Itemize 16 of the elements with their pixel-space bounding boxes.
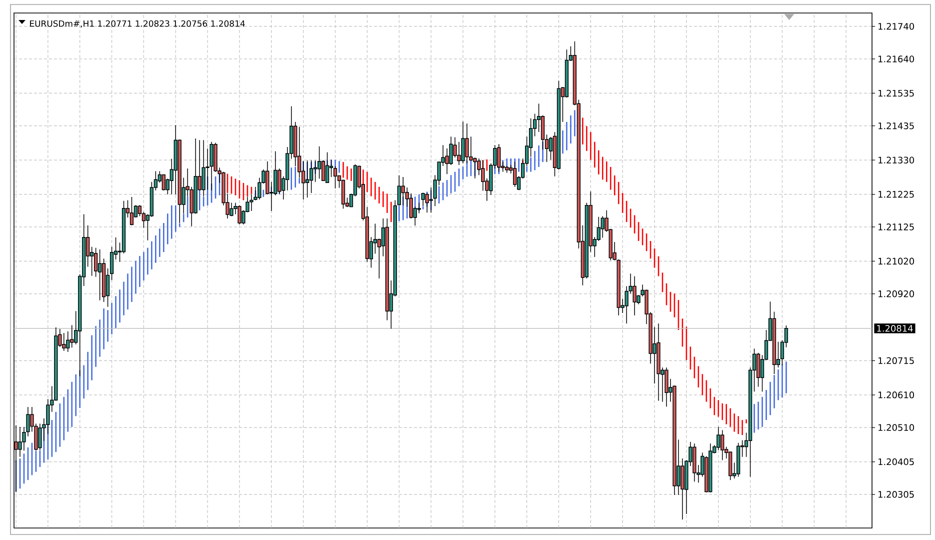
y-tick-label: 1.20920: [878, 290, 914, 298]
y-tick-label: 1.20610: [878, 392, 914, 398]
y-tick-label: 1.20405: [878, 458, 914, 466]
y-tick-label: 1.21435: [878, 122, 914, 130]
y-tick-label: 1.20510: [878, 424, 914, 431]
y-tick-label: 1.21535: [878, 90, 914, 97]
y-tick-label: 1.20715: [878, 357, 914, 364]
y-tick-label: 1.20305: [878, 491, 914, 498]
y-tick-label: 1.21640: [878, 56, 914, 62]
y-tick-label: 1.21020: [878, 258, 914, 265]
y-tick-label: 1.21225: [878, 190, 914, 198]
text: EURUSDm#,H1 1.20771 1.20823 1.20756 1.20814: [30, 20, 245, 28]
y-tick-label: 1.21330: [878, 156, 914, 164]
y-tick-label: 1.21740: [878, 22, 914, 30]
y-tick-label: 1.21125: [878, 224, 914, 230]
ref-line-label: 1.20814: [877, 324, 913, 332]
